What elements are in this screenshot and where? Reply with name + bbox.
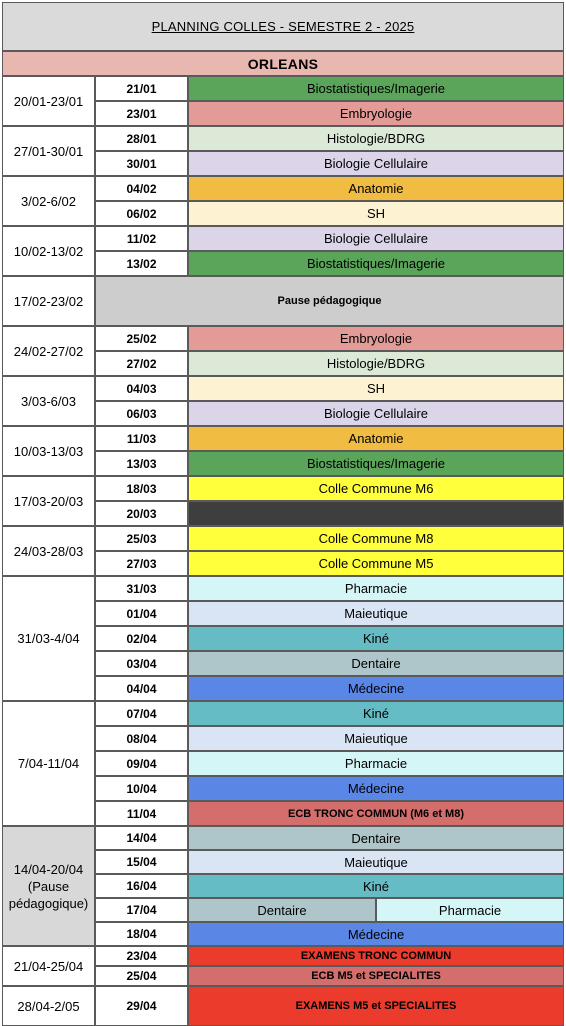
date-cell: 04/02	[95, 176, 188, 201]
subject-cell: Histologie/BDRG	[188, 126, 564, 151]
subject-cell: Histologie/BDRG	[188, 351, 564, 376]
date-cell: 23/01	[95, 101, 188, 126]
page-title: PLANNING COLLES - SEMESTRE 2 - 2025	[2, 2, 564, 51]
date-cell: 06/03	[95, 401, 188, 426]
date-cell: 31/03	[95, 576, 188, 601]
subject-cell: Médecine	[188, 776, 564, 801]
week-label: 7/04-11/04	[2, 701, 95, 826]
subject-cell: Médecine	[188, 676, 564, 701]
week-label: 3/02-6/02	[2, 176, 95, 226]
week-label: 24/03-28/03	[2, 526, 95, 576]
date-cell: 11/02	[95, 226, 188, 251]
date-cell: 11/03	[95, 426, 188, 451]
week-label: 17/02-23/02	[2, 276, 95, 326]
week-label: 10/02-13/02	[2, 226, 95, 276]
date-cell: 20/03	[95, 501, 188, 526]
date-cell: 25/03	[95, 526, 188, 551]
date-cell: 30/01	[95, 151, 188, 176]
week-label: 17/03-20/03	[2, 476, 95, 526]
subject-cell: EXAMENS M5 et SPECIALITES	[188, 986, 564, 1026]
subject-cell: Colle Commune M8	[188, 526, 564, 551]
subject-cell: Médecine	[188, 922, 564, 946]
subject-cell: Pharmacie	[188, 751, 564, 776]
date-cell: 10/04	[95, 776, 188, 801]
date-cell: 07/04	[95, 701, 188, 726]
subject-cell: Biologie Cellulaire	[188, 401, 564, 426]
date-cell: 13/02	[95, 251, 188, 276]
subject-cell: Kiné	[188, 626, 564, 651]
subject-cell: Biostatistiques/Imagerie	[188, 451, 564, 476]
subject-cell	[188, 501, 564, 526]
date-cell: 27/03	[95, 551, 188, 576]
date-cell: 28/01	[95, 126, 188, 151]
subject-cell: Pharmacie	[188, 576, 564, 601]
week-label: 21/04-25/04	[2, 946, 95, 986]
week-label: 3/03-6/03	[2, 376, 95, 426]
subject-cell: Dentaire	[188, 826, 564, 850]
date-cell: 15/04	[95, 850, 188, 874]
week-label: 24/02-27/02	[2, 326, 95, 376]
week-label: 27/01-30/01	[2, 126, 95, 176]
subject-cell: Colle Commune M5	[188, 551, 564, 576]
subject-cell: EXAMENS TRONC COMMUN	[188, 946, 564, 966]
subject-cell: Biostatistiques/Imagerie	[188, 251, 564, 276]
date-cell: 14/04	[95, 826, 188, 850]
date-cell: 09/04	[95, 751, 188, 776]
date-cell: 04/03	[95, 376, 188, 401]
subject-cell: Embryologie	[188, 326, 564, 351]
week-label: 14/04-20/04 (Pause pédagogique)	[2, 826, 95, 946]
date-cell: 25/04	[95, 966, 188, 986]
subject-cell: Anatomie	[188, 176, 564, 201]
subject-cell: Kiné	[188, 874, 564, 898]
subject-cell: Biostatistiques/Imagerie	[188, 76, 564, 101]
date-cell: 04/04	[95, 676, 188, 701]
subject-cell: Kiné	[188, 701, 564, 726]
date-cell: 08/04	[95, 726, 188, 751]
subject-cell: Embryologie	[188, 101, 564, 126]
subject-cell: SH	[188, 201, 564, 226]
date-cell: 03/04	[95, 651, 188, 676]
date-cell: 13/03	[95, 451, 188, 476]
date-cell: 21/01	[95, 76, 188, 101]
date-cell: 25/02	[95, 326, 188, 351]
subject-cell: Maieutique	[188, 726, 564, 751]
date-cell: 23/04	[95, 946, 188, 966]
week-label: 31/03-4/04	[2, 576, 95, 701]
date-cell: 17/04	[95, 898, 188, 922]
subject-cell: Colle Commune M6	[188, 476, 564, 501]
subject-cell: Anatomie	[188, 426, 564, 451]
date-cell: 18/03	[95, 476, 188, 501]
date-cell: 06/02	[95, 201, 188, 226]
date-cell: 27/02	[95, 351, 188, 376]
week-label: 28/04-2/05	[2, 986, 95, 1026]
date-cell: 18/04	[95, 922, 188, 946]
subject-cell: SH	[188, 376, 564, 401]
date-cell: 02/04	[95, 626, 188, 651]
subject-cell: Dentaire	[188, 651, 564, 676]
subject-cell: Dentaire	[188, 898, 376, 922]
week-label: 20/01-23/01	[2, 76, 95, 126]
week-label: 10/03-13/03	[2, 426, 95, 476]
subject-cell: Biologie Cellulaire	[188, 226, 564, 251]
subject-cell: Biologie Cellulaire	[188, 151, 564, 176]
pause-cell: Pause pédagogique	[95, 276, 564, 326]
date-cell: 11/04	[95, 801, 188, 826]
date-cell: 29/04	[95, 986, 188, 1026]
date-cell: 16/04	[95, 874, 188, 898]
subject-cell: ECB TRONC COMMUN (M6 et M8)	[188, 801, 564, 826]
subject-cell: Pharmacie	[376, 898, 564, 922]
date-cell: 01/04	[95, 601, 188, 626]
city-header: ORLEANS	[2, 51, 564, 76]
subject-cell: Maieutique	[188, 601, 564, 626]
subject-cell: ECB M5 et SPECIALITES	[188, 966, 564, 986]
subject-cell: Maieutique	[188, 850, 564, 874]
